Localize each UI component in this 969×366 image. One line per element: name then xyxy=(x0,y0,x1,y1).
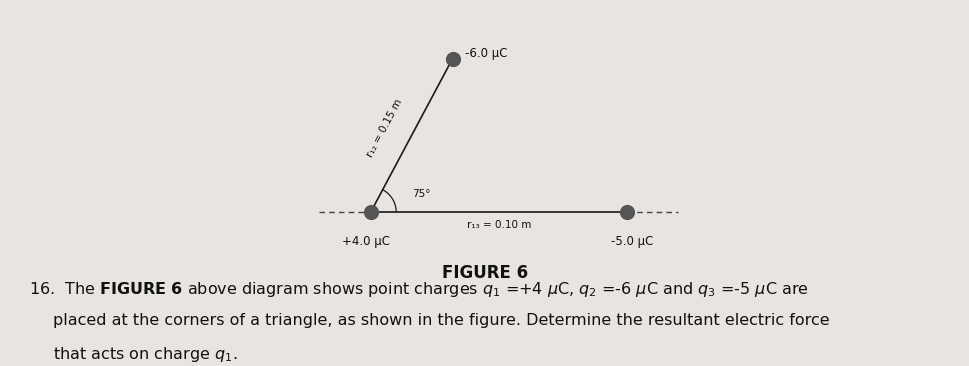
Text: 75°: 75° xyxy=(411,190,429,199)
Text: r₁₃ = 0.10 m: r₁₃ = 0.10 m xyxy=(466,220,530,231)
Point xyxy=(445,56,460,61)
Text: FIGURE 6: FIGURE 6 xyxy=(442,264,527,281)
Text: 16.  The $\mathbf{FIGURE\ 6}$ above diagram shows point charges $q_1$ =+4 $\mu$C: 16. The $\mathbf{FIGURE\ 6}$ above diagr… xyxy=(29,280,808,299)
Text: placed at the corners of a triangle, as shown in the figure. Determine the resul: placed at the corners of a triangle, as … xyxy=(53,313,829,328)
Text: r₁₂ = 0.15 m: r₁₂ = 0.15 m xyxy=(364,97,404,159)
Text: +4.0 μC: +4.0 μC xyxy=(341,235,390,248)
Point xyxy=(362,209,378,215)
Text: that acts on charge $q_1$.: that acts on charge $q_1$. xyxy=(53,345,237,364)
Text: -6.0 μC: -6.0 μC xyxy=(464,47,507,60)
Text: -5.0 μC: -5.0 μC xyxy=(610,235,652,248)
Point xyxy=(618,209,634,215)
